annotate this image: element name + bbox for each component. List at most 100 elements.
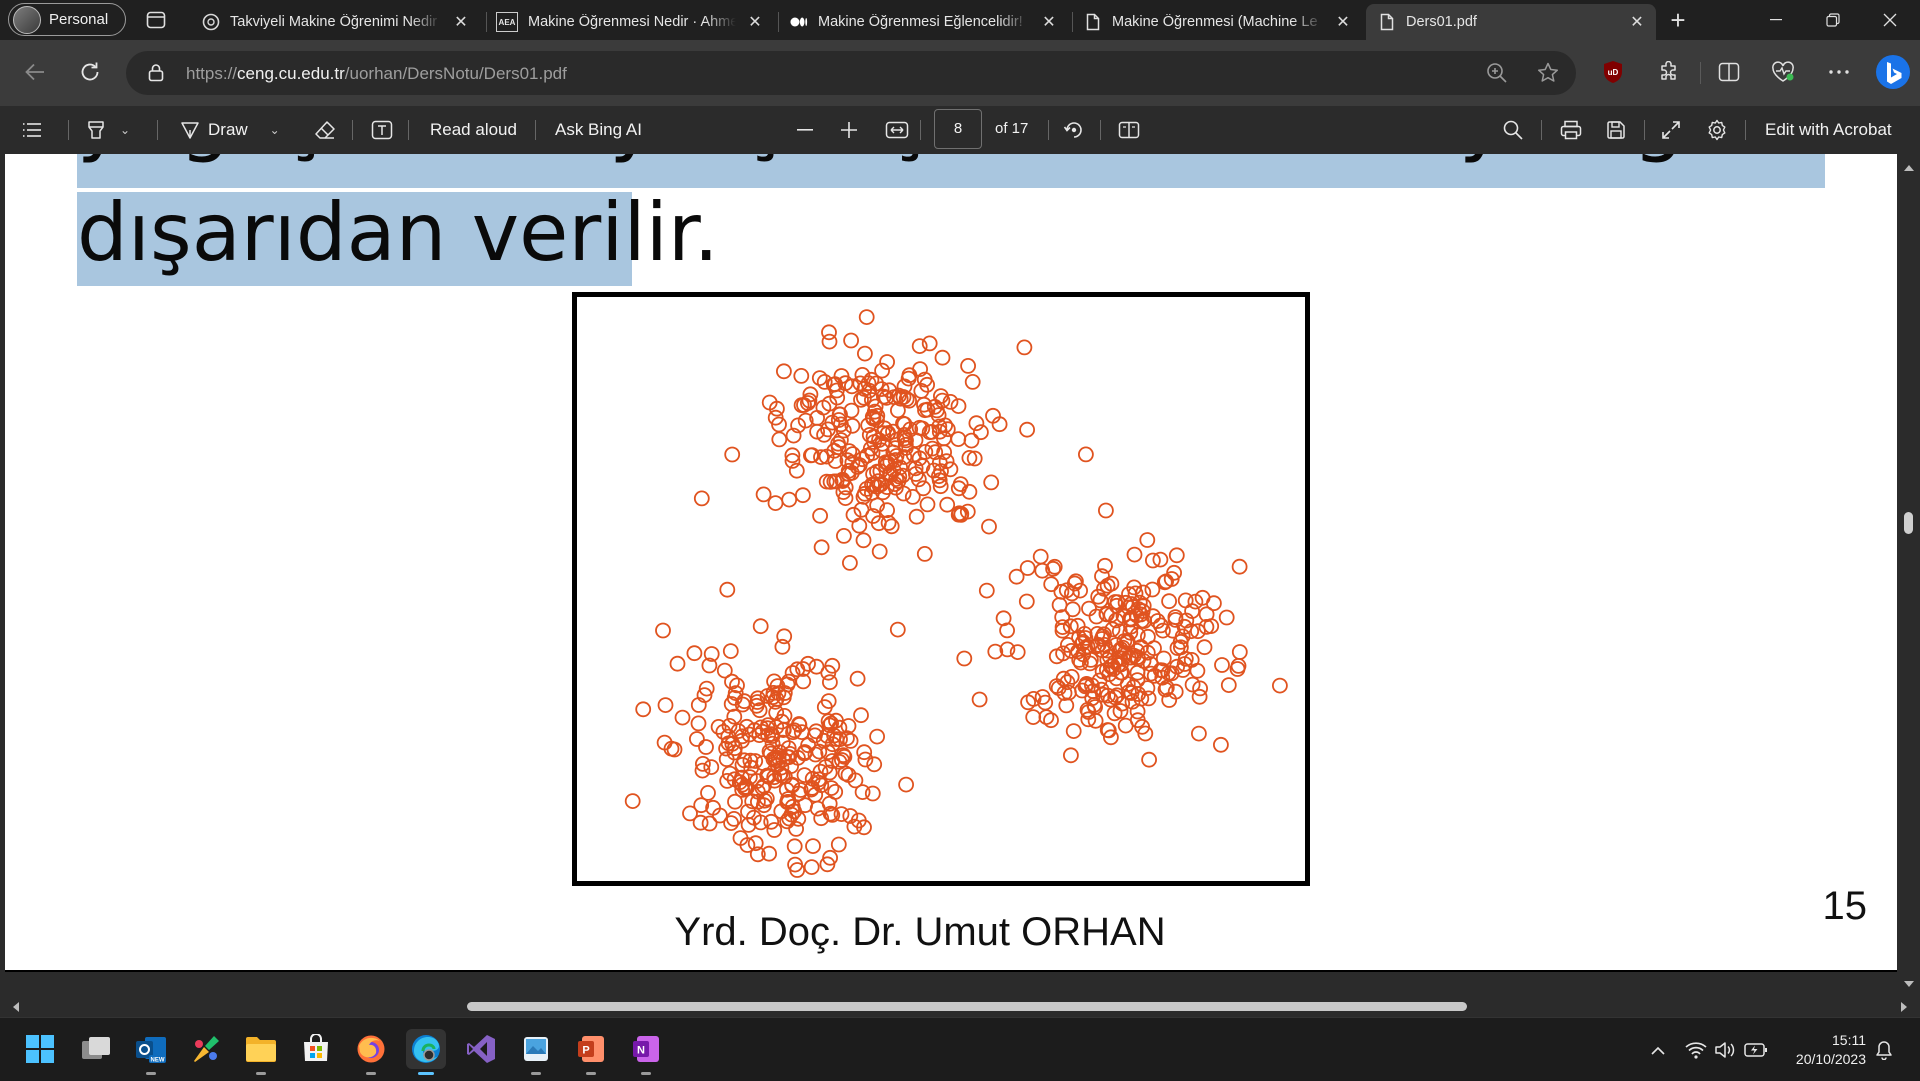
zoom-out-button[interactable]	[797, 114, 813, 146]
scroll-left-icon[interactable]	[12, 1001, 20, 1013]
vertical-scrollbar[interactable]	[1897, 154, 1920, 994]
microsoft-store-icon[interactable]	[296, 1029, 336, 1069]
lock-icon[interactable]	[148, 63, 164, 87]
scroll-down-icon[interactable]	[1903, 980, 1915, 988]
edit-with-acrobat-button[interactable]: Edit with Acrobat	[1765, 114, 1892, 146]
scatter-point	[689, 731, 705, 747]
chevron-down-icon[interactable]: ⌄	[269, 123, 280, 137]
scatter-point	[700, 784, 716, 801]
profile-button[interactable]: Personal	[8, 3, 126, 36]
scatter-point	[726, 689, 743, 706]
save-icon[interactable]	[1606, 114, 1626, 146]
close-icon[interactable]: ✕	[1336, 14, 1350, 31]
vertical-scroll-thumb[interactable]	[1904, 512, 1913, 534]
visual-studio-icon[interactable]	[461, 1029, 501, 1069]
horizontal-scroll-thumb[interactable]	[467, 1002, 1467, 1011]
ublock-icon[interactable]: uD	[1596, 55, 1630, 89]
eraser-button[interactable]	[314, 114, 336, 146]
scatter-point	[805, 838, 821, 854]
split-screen-icon[interactable]	[1712, 55, 1746, 89]
browser-essentials-icon[interactable]	[1766, 55, 1800, 89]
scatter-point	[916, 396, 932, 413]
battery-charging-icon[interactable]	[1744, 1038, 1768, 1062]
scatter-point	[1062, 747, 1079, 764]
scatter-point	[821, 674, 838, 691]
refresh-button[interactable]	[72, 54, 108, 90]
scatter-point	[768, 704, 785, 721]
chevron-down-icon[interactable]: ⌄	[120, 123, 131, 137]
scatter-point	[1129, 626, 1146, 643]
close-icon[interactable]: ✕	[454, 14, 468, 31]
scroll-up-icon[interactable]	[1903, 164, 1915, 172]
photos-icon[interactable]	[516, 1029, 556, 1075]
horizontal-scrollbar[interactable]	[0, 994, 1920, 1017]
highlight-button[interactable]: ⌄	[86, 114, 130, 146]
system-clock[interactable]: 15:11 20/10/2023	[1796, 1031, 1866, 1069]
restore-button[interactable]	[1805, 0, 1861, 40]
outlook-icon[interactable]: NEW	[131, 1029, 171, 1075]
search-icon[interactable]	[1503, 114, 1523, 146]
scatter-point	[1161, 593, 1177, 610]
scatter-point	[824, 657, 841, 674]
scatter-point	[837, 490, 854, 507]
edge-icon[interactable]	[406, 1029, 446, 1075]
onenote-icon[interactable]: N	[626, 1029, 666, 1075]
favorite-star-icon[interactable]	[1536, 61, 1560, 90]
add-text-button[interactable]	[371, 114, 393, 146]
rotate-button[interactable]	[1063, 114, 1085, 146]
firefox-icon[interactable]	[351, 1029, 391, 1075]
page-number-input[interactable]: 8	[934, 109, 982, 149]
back-button[interactable]	[17, 54, 53, 90]
scatter-point	[716, 662, 733, 679]
wifi-icon[interactable]	[1684, 1038, 1708, 1062]
scatter-point	[784, 452, 801, 469]
extensions-puzzle-icon[interactable]	[1652, 55, 1686, 89]
zoom-icon[interactable]	[1486, 62, 1508, 89]
scatter-point	[854, 784, 871, 801]
task-view-icon[interactable]	[76, 1029, 116, 1069]
scatter-point	[1009, 644, 1026, 661]
scatter-point	[754, 779, 771, 796]
notification-bell-icon[interactable]	[1872, 1038, 1896, 1062]
tab-5-active[interactable]: Ders01.pdf ✕	[1366, 4, 1656, 40]
zoom-in-button[interactable]	[841, 114, 857, 146]
print-icon[interactable]	[1560, 114, 1582, 146]
close-icon[interactable]: ✕	[1630, 14, 1644, 31]
new-tab-button[interactable]: +	[1670, 4, 1686, 35]
close-icon[interactable]: ✕	[748, 14, 762, 31]
scatter-point	[1109, 594, 1126, 611]
volume-icon[interactable]	[1713, 1038, 1737, 1062]
read-aloud-button[interactable]: Read aloud	[430, 114, 517, 146]
scatter-point	[811, 743, 828, 760]
scatter-point	[752, 618, 769, 635]
scatter-point	[874, 435, 891, 452]
table-of-contents-button[interactable]	[22, 114, 42, 146]
ask-bing-ai-button[interactable]: Ask Bing AI	[555, 114, 642, 146]
scroll-right-icon[interactable]	[1900, 1001, 1908, 1013]
fullscreen-icon[interactable]	[1661, 114, 1681, 146]
windows-start-icon[interactable]	[20, 1029, 60, 1069]
scatter-point	[866, 434, 883, 450]
clustering-scatter-figure	[572, 292, 1310, 886]
file-explorer-icon[interactable]	[241, 1029, 281, 1075]
close-icon[interactable]: ✕	[1042, 14, 1056, 31]
address-bar[interactable]: https://ceng.cu.edu.tr/uorhan/DersNotu/D…	[126, 51, 1576, 95]
pdf-viewer[interactable]: yeğeştirilmeye çalışılır. Küme sayısı ge…	[0, 154, 1920, 994]
show-hidden-icons-chevron-icon[interactable]	[1646, 1038, 1670, 1062]
powerpoint-icon[interactable]: P	[571, 1029, 611, 1075]
minimize-button[interactable]	[1748, 0, 1804, 40]
page-view-button[interactable]	[1118, 114, 1140, 146]
draw-button[interactable]: Draw ⌄	[180, 114, 280, 146]
bing-copilot-icon[interactable]	[1873, 52, 1913, 92]
fit-to-width-button[interactable]	[885, 114, 909, 146]
tab-2[interactable]: AEA Makine Öğrenmesi Nedir · Ahmet ✕	[484, 4, 774, 40]
close-window-button[interactable]	[1862, 0, 1918, 40]
tab-4[interactable]: Makine Öğrenmesi (Machine Le ✕	[1072, 4, 1362, 40]
tab-actions-icon[interactable]	[142, 7, 170, 33]
tab-1[interactable]: Takviyeli Makine Öğrenimi Nedir ✕	[190, 4, 480, 40]
scatter-point	[879, 502, 896, 519]
more-menu-icon[interactable]	[1822, 55, 1856, 89]
tab-3[interactable]: Makine Öğrenmesi Eğlencelidir! ✕	[778, 4, 1068, 40]
settings-gear-icon[interactable]	[1706, 114, 1728, 146]
paint-icon[interactable]	[186, 1029, 226, 1069]
